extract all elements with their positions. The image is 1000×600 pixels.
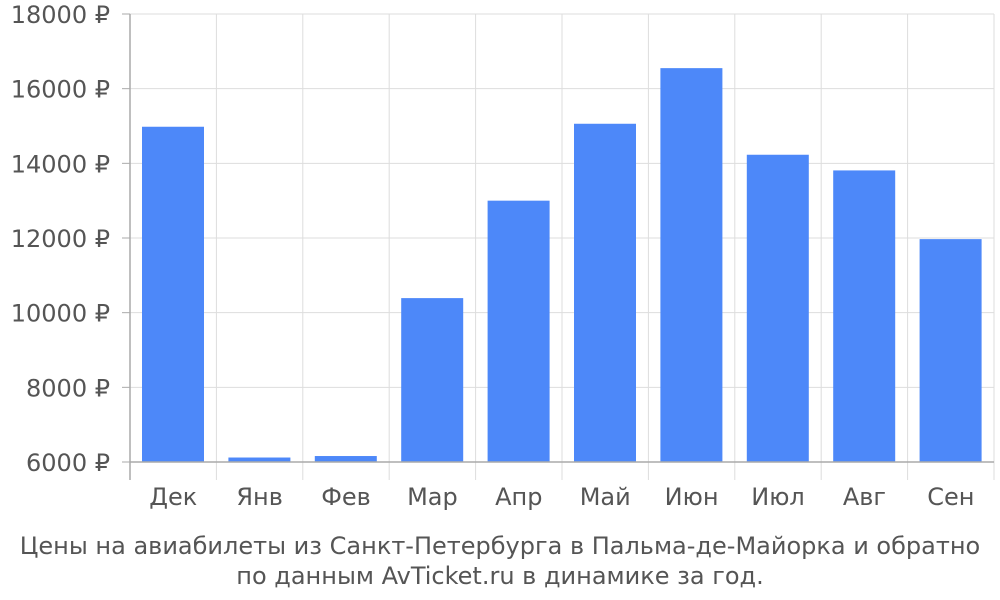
y-tick-label: 16000 ₽	[11, 76, 110, 104]
y-tick-label: 18000 ₽	[11, 1, 110, 29]
x-tick-label: Июл	[751, 483, 805, 511]
chart-caption: Цены на авиабилеты из Санкт-Петербурга в…	[0, 531, 1000, 591]
y-tick-label: 10000 ₽	[11, 300, 110, 328]
caption-line-1: Цены на авиабилеты из Санкт-Петербурга в…	[19, 532, 981, 560]
bar	[919, 239, 982, 462]
y-tick-label: 12000 ₽	[11, 225, 110, 253]
x-tick-label: Авг	[843, 483, 886, 511]
axis-layer	[122, 13, 994, 480]
y-tick-label: 8000 ₽	[26, 374, 110, 402]
y-tick-label: 6000 ₽	[26, 449, 110, 477]
bar	[142, 126, 204, 462]
labels-layer: 6000 ₽ 8000 ₽ 10000 ₽ 12000 ₽ 14000 ₽ 16000 ₽…	[11, 1, 975, 511]
bar	[228, 457, 291, 462]
x-tick-label: Май	[580, 483, 631, 511]
price-bar-chart: 6000 ₽ 8000 ₽ 10000 ₽ 12000 ₽ 14000 ₽ 16000 ₽…	[11, 1, 995, 511]
x-tick-label: Сен	[927, 483, 974, 511]
x-tick-label: Апр	[495, 483, 542, 511]
bar	[746, 154, 809, 462]
caption-line-2: по данным AvTicket.ru в динамике за год.	[236, 562, 764, 590]
bar	[574, 123, 636, 462]
y-tick-label: 14000 ₽	[11, 150, 110, 178]
bar	[660, 68, 723, 462]
x-tick-label: Фев	[321, 483, 371, 511]
grid-layer	[129, 13, 995, 480]
bar	[487, 200, 550, 462]
bars-layer	[142, 68, 982, 462]
bar	[314, 456, 377, 462]
x-tick-label: Янв	[236, 483, 283, 511]
x-tick-label: Июн	[665, 483, 719, 511]
x-tick-label: Мар	[407, 483, 458, 511]
x-tick-label: Дек	[149, 483, 197, 511]
bar	[401, 298, 464, 462]
bar	[833, 170, 896, 462]
